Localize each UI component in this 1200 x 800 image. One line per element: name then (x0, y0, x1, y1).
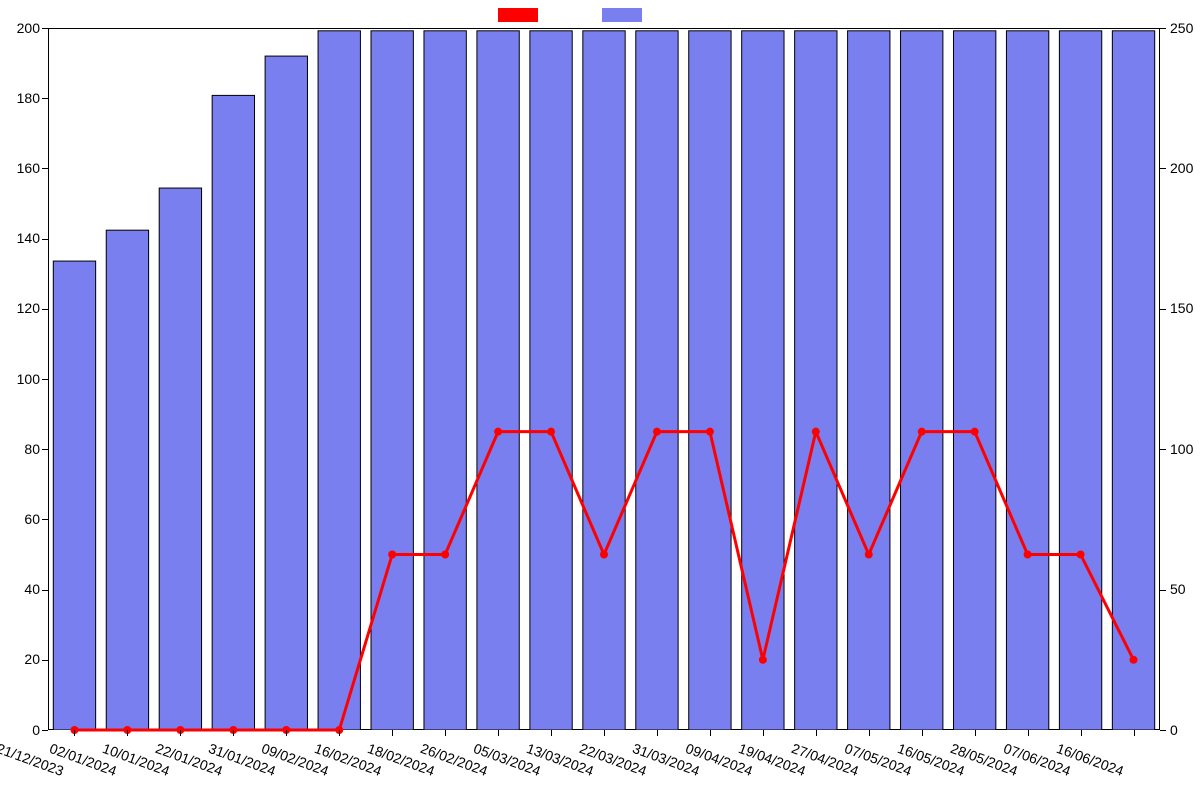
y-left-label: 20 (24, 651, 40, 667)
y-right-tick (1160, 730, 1166, 731)
x-tick (816, 730, 817, 736)
x-tick (657, 730, 658, 736)
x-tick (1028, 730, 1029, 736)
legend-swatch-bars (602, 8, 642, 22)
y-right-tick (1160, 28, 1166, 29)
x-tick (975, 730, 976, 736)
y-right-tick (1160, 590, 1166, 591)
x-tick (710, 730, 711, 736)
y-right-label: 50 (1170, 581, 1186, 597)
x-tick (339, 730, 340, 736)
x-tick (392, 730, 393, 736)
y-right-label: 100 (1170, 441, 1193, 457)
x-tick (180, 730, 181, 736)
y-left-label: 200 (17, 20, 40, 36)
y-left-tick (42, 590, 48, 591)
y-right-label: 150 (1170, 300, 1193, 316)
y-left-label: 40 (24, 581, 40, 597)
y-left-label: 0 (32, 722, 40, 738)
y-left-label: 180 (17, 90, 40, 106)
y-right-tick (1160, 168, 1166, 169)
x-tick (551, 730, 552, 736)
y-left-label: 60 (24, 511, 40, 527)
plot-border (48, 28, 1160, 730)
chart-container: 0 20 40 60 80 100 120 140 160 180 200 0 50 100 150 200 2… (0, 0, 1200, 800)
y-right-tick (1160, 309, 1166, 310)
y-left-label: 120 (17, 300, 40, 316)
x-tick (922, 730, 923, 736)
legend-swatch-line (498, 8, 538, 22)
x-tick (445, 730, 446, 736)
x-tick (1081, 730, 1082, 736)
x-tick (869, 730, 870, 736)
y-left-tick (42, 379, 48, 380)
y-right-label: 200 (1170, 160, 1193, 176)
x-tick (498, 730, 499, 736)
y-left-tick (42, 449, 48, 450)
x-tick (604, 730, 605, 736)
x-tick (233, 730, 234, 736)
y-left-tick (42, 660, 48, 661)
y-left-tick (42, 168, 48, 169)
y-left-label: 80 (24, 441, 40, 457)
x-tick (286, 730, 287, 736)
y-left-tick (42, 28, 48, 29)
y-right-label: 250 (1170, 20, 1193, 36)
x-tick (127, 730, 128, 736)
y-left-label: 160 (17, 160, 40, 176)
y-left-tick (42, 239, 48, 240)
x-tick (74, 730, 75, 736)
y-left-tick (42, 309, 48, 310)
y-right-tick (1160, 449, 1166, 450)
y-left-label: 100 (17, 371, 40, 387)
y-right-label: 0 (1170, 722, 1178, 738)
y-left-label: 140 (17, 230, 40, 246)
y-left-tick (42, 98, 48, 99)
y-left-tick (42, 730, 48, 731)
x-tick (763, 730, 764, 736)
x-tick (1134, 730, 1135, 736)
y-left-tick (42, 519, 48, 520)
